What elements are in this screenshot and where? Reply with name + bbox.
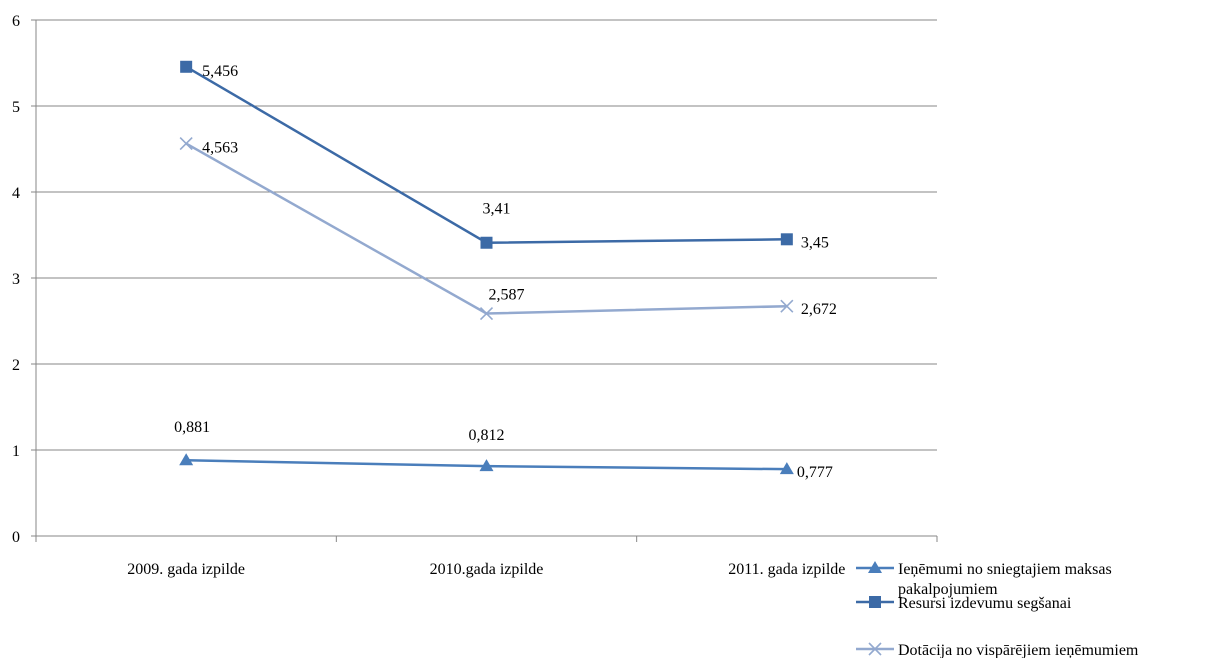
axes [31, 19, 938, 542]
y-tick-label: 6 [12, 13, 20, 30]
x-tick-label: 2009. gada izpilde [127, 561, 245, 578]
data-point [780, 299, 794, 313]
data-label: 3,41 [483, 201, 511, 218]
legend: Ieņēmumi no sniegtajiem maksas pakalpojum… [856, 561, 1139, 658]
y-tick-label: 4 [12, 185, 20, 202]
legend-label: Ieņēmumi no sniegtajiem maksas pakalpojum… [898, 561, 1112, 598]
legend-marker [868, 642, 882, 656]
y-axis-ticks: 0 1 2 3 4 5 6 [12, 13, 20, 546]
data-point [480, 236, 493, 249]
data-label: 4,563 [202, 140, 238, 157]
y-tick-label: 3 [12, 271, 20, 288]
data-point [780, 233, 793, 246]
data-label: 2,672 [801, 301, 837, 318]
legend-item: Dotācija no vispārējiem ieņēmumiem [856, 642, 1139, 658]
data-label: 0,881 [174, 419, 210, 436]
data-point [180, 60, 193, 73]
legend-marker [869, 596, 881, 608]
data-point [479, 459, 494, 472]
legend-item: Ieņēmumi no sniegtajiem maksas pakalpojum… [856, 561, 1112, 598]
legend-marker [868, 561, 882, 573]
legend-item: Resursi izdevumu segšanai [856, 595, 1072, 612]
data-label: 0,777 [797, 464, 833, 481]
data-point [179, 453, 194, 466]
series-group [179, 60, 794, 475]
y-tick-label: 0 [12, 529, 20, 546]
series-1 [180, 60, 793, 249]
series-line [185, 142, 787, 315]
x-axis-ticks: 2009. gada izpilde 2010.gada izpilde 2011.… [127, 561, 845, 578]
data-label: 2,587 [489, 287, 525, 304]
x-tick-label: 2010.gada izpilde [430, 561, 544, 578]
series-2 [179, 137, 794, 321]
legend-label: Dotācija no vispārējiem ieņēmumiem [898, 642, 1139, 658]
y-tick-label: 2 [12, 357, 20, 374]
y-tick-label: 5 [12, 99, 20, 116]
data-label: 5,456 [202, 63, 238, 80]
data-point [179, 137, 193, 151]
legend-label: Resursi izdevumu segšanai [898, 595, 1072, 612]
y-tick-label: 1 [12, 443, 20, 460]
gridlines [36, 19, 937, 451]
data-point [779, 462, 794, 475]
x-tick-label: 2011. gada izpilde [728, 561, 845, 578]
data-labels: 0,881 0,812 0,777 5,456 3,41 3,45 4,563 2,587 2,… [174, 63, 837, 481]
data-point [479, 306, 494, 321]
series-0 [179, 453, 794, 475]
data-label: 3,45 [801, 234, 829, 251]
data-label: 0,812 [469, 427, 505, 444]
